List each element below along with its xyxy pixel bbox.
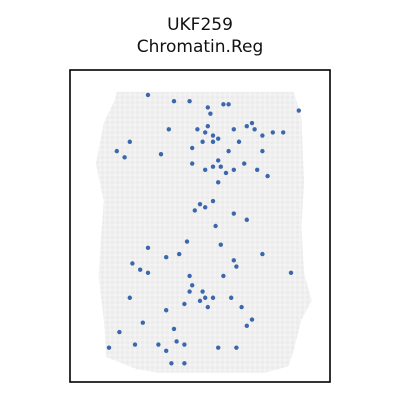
data-point [218,242,223,247]
tissue-spots [96,91,312,373]
data-point [208,111,213,116]
data-point [260,133,265,138]
data-point [145,270,151,275]
spot-points [106,92,301,366]
data-point [158,152,164,157]
data-point [229,295,234,300]
data-point [265,173,270,179]
data-point [184,239,190,244]
data-point [114,148,120,154]
data-point [244,217,249,222]
data-point [249,317,255,322]
data-point [288,270,294,275]
data-point [138,267,143,272]
data-point [210,139,216,144]
data-point [221,273,226,279]
chart-title: UKF259 [167,15,233,35]
data-point [197,298,203,304]
data-point [140,320,145,325]
data-point [197,201,203,207]
data-point [132,342,138,347]
data-point [164,255,169,260]
data-point [218,164,223,169]
data-point [164,308,169,313]
data-point [270,130,275,135]
data-point [249,120,255,126]
data-point [190,145,195,151]
tissue-background [96,91,312,373]
data-point [190,161,195,166]
data-point [244,323,249,329]
data-point [231,211,236,216]
data-point [166,127,171,132]
data-point [200,289,205,294]
data-point [127,295,132,300]
data-point [182,361,187,366]
data-point [130,261,135,266]
data-point [216,158,221,163]
data-point [281,130,286,135]
data-point [239,304,244,310]
data-point [195,127,200,132]
data-point [260,251,265,257]
data-point [234,264,239,269]
data-point [203,167,208,173]
data-point [200,139,205,144]
data-point [164,348,169,353]
data-point [174,339,179,344]
data-point [187,99,192,104]
data-point [171,326,177,332]
data-point [171,99,177,104]
data-point [205,123,210,129]
data-point [205,105,210,110]
data-point [177,251,182,257]
data-point [203,130,208,135]
data-point [231,167,236,173]
data-point [210,164,216,169]
data-point [226,148,231,154]
data-point [236,139,242,144]
data-point [252,127,257,132]
data-point [226,102,231,107]
data-point [182,342,187,347]
data-point [255,167,260,173]
data-point [192,208,197,213]
data-point [145,92,151,98]
data-point [221,102,226,107]
data-point [187,273,192,279]
data-point [216,136,221,141]
data-point [231,127,236,132]
data-point [296,108,301,113]
data-point [127,139,132,144]
data-point [234,345,239,350]
data-point [244,123,249,129]
data-point [210,295,216,300]
data-point [187,289,192,294]
data-point [203,295,208,300]
data-point [106,345,112,350]
data-point [210,198,216,204]
data-point [231,258,236,263]
data-point [122,155,127,160]
data-point [213,223,218,229]
data-point [223,170,229,176]
data-point [145,245,151,251]
chart-subtitle: Chromatin.Reg [136,37,264,57]
data-point [205,304,210,310]
data-point [182,301,187,307]
data-point [203,205,208,210]
data-point [216,180,221,185]
data-point [216,345,221,350]
data-point [242,161,247,166]
data-point [169,361,174,366]
data-point [190,283,195,288]
data-point [117,329,122,335]
data-point [210,133,216,138]
plot-frame [69,69,331,383]
data-point [260,148,265,154]
data-point [156,342,161,347]
